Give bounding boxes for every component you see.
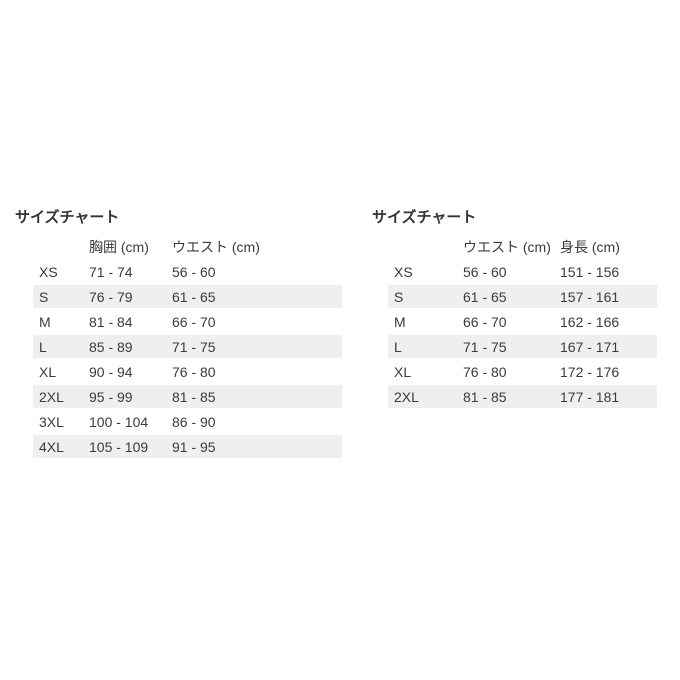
column-header: ウエスト (cm) [172,238,260,255]
table-row: XS 56 - 60 151 - 156 [388,260,657,283]
range-value-cell: 56 - 60 [172,263,216,280]
table-row: S 61 - 65 157 - 161 [388,285,657,308]
range-value-cell: 76 - 80 [463,363,507,380]
size-chart-left-title: サイズチャート [15,209,120,226]
range-value-cell: 151 - 156 [560,263,620,280]
column-header: 胸囲 (cm) [89,238,149,255]
range-value-cell: 167 - 171 [554,335,657,358]
table-row: M 66 - 70 162 - 166 [388,310,657,333]
header-row: 胸囲 (cm) ウエスト (cm) [33,235,342,258]
size-chart-left: サイズチャート 胸囲 (cm) ウエスト (cm) XS 71 - 74 56 - 6… [15,210,342,460]
range-value-cell: 61 - 65 [166,285,342,308]
column-header [33,235,83,258]
range-value-cell: 162 - 166 [560,313,620,330]
size-chart-right: サイズチャート ウエスト (cm) 身長 (cm) XS 56 - 60 151 - … [372,210,657,410]
range-value-cell: 91 - 95 [166,435,342,458]
range-value-cell: 100 - 104 [89,413,149,430]
range-value-cell: 172 - 176 [560,363,620,380]
column-header: ウエスト (cm) [463,238,551,255]
size-label-cell: XL [394,363,412,380]
size-label-cell: S [388,285,457,308]
table-row: XL 76 - 80 172 - 176 [388,360,657,383]
range-value-cell: 95 - 99 [83,385,166,408]
range-value-cell: 157 - 161 [554,285,657,308]
range-value-cell: 71 - 75 [457,335,554,358]
range-value-cell: 76 - 79 [83,285,166,308]
range-value-cell: 81 - 84 [89,313,133,330]
size-label-cell: 3XL [39,413,64,430]
size-label-cell: S [33,285,83,308]
table-row: M 81 - 84 66 - 70 [33,310,342,333]
size-label-cell: XS [394,263,413,280]
size-label-cell: XL [39,363,57,380]
range-value-cell: 90 - 94 [89,363,133,380]
range-value-cell: 86 - 90 [172,413,216,430]
table-row: XS 71 - 74 56 - 60 [33,260,342,283]
range-value-cell: 66 - 70 [463,313,507,330]
range-value-cell: 76 - 80 [172,363,216,380]
table-row: XL 90 - 94 76 - 80 [33,360,342,383]
table-row: 2XL 95 - 99 81 - 85 [33,385,342,408]
size-label-cell: L [33,335,83,358]
range-value-cell: 61 - 65 [457,285,554,308]
size-label-cell: 2XL [33,385,83,408]
range-value-cell: 66 - 70 [172,313,216,330]
table-row: 3XL 100 - 104 86 - 90 [33,410,342,433]
range-value-cell: 81 - 85 [166,385,342,408]
size-label-cell: 4XL [33,435,83,458]
size-chart-left-table: 胸囲 (cm) ウエスト (cm) XS 71 - 74 56 - 60 S 76 - 7… [33,233,342,460]
range-value-cell: 71 - 75 [166,335,342,358]
table-row: 4XL 105 - 109 91 - 95 [33,435,342,458]
range-value-cell: 85 - 89 [83,335,166,358]
size-label-cell: XS [39,263,58,280]
table-row: S 76 - 79 61 - 65 [33,285,342,308]
range-value-cell: 177 - 181 [554,385,657,408]
table-row: L 71 - 75 167 - 171 [388,335,657,358]
range-value-cell: 56 - 60 [463,263,507,280]
size-chart-right-title: サイズチャート [372,209,477,226]
table-row: 2XL 81 - 85 177 - 181 [388,385,657,408]
size-label-cell: M [394,313,406,330]
size-chart-right-table: ウエスト (cm) 身長 (cm) XS 56 - 60 151 - 156 S 61 -… [388,233,657,410]
column-header [388,235,457,258]
range-value-cell: 105 - 109 [83,435,166,458]
size-label-cell: L [388,335,457,358]
table-row: L 85 - 89 71 - 75 [33,335,342,358]
column-header: 身長 (cm) [560,238,620,255]
range-value-cell: 81 - 85 [457,385,554,408]
range-value-cell: 71 - 74 [89,263,133,280]
size-label-cell: M [39,313,51,330]
header-row: ウエスト (cm) 身長 (cm) [388,235,657,258]
size-label-cell: 2XL [388,385,457,408]
